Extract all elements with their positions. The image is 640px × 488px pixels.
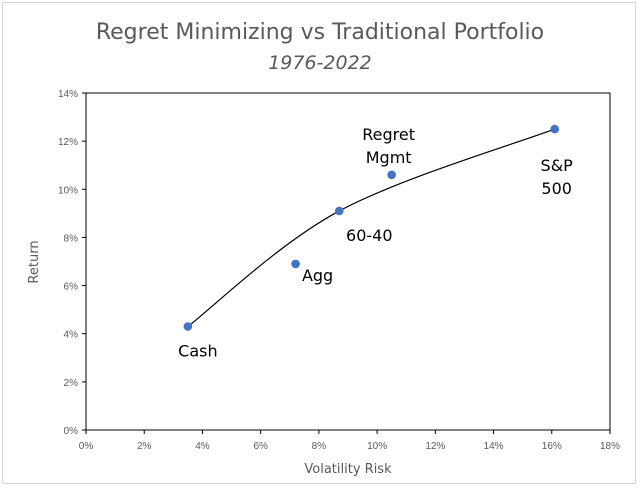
data-point (387, 170, 396, 180)
data-point (550, 124, 559, 134)
x-tick-label: 2% (137, 441, 152, 452)
x-axis-ticks: 0% 2% 4% 6% 8% 10% 12% 14% 16% 18% (79, 430, 620, 452)
x-tick-label: 18% (600, 441, 620, 452)
x-tick-label: 14% (484, 441, 504, 452)
y-tick-label: 14% (58, 89, 78, 100)
point-label: Regret Mgmt (362, 125, 415, 167)
y-tick-label: 12% (58, 137, 78, 148)
point-label: 60-40 (346, 226, 393, 245)
y-tick-label: 2% (64, 378, 79, 389)
y-axis-title: Return (27, 240, 42, 283)
x-tick-label: 12% (425, 441, 445, 452)
chart-frame (2, 2, 636, 484)
y-tick-label: 0% (64, 426, 79, 437)
point-label: Agg (302, 266, 333, 285)
data-point (291, 259, 300, 269)
data-points (183, 124, 559, 331)
y-tick-label: 4% (64, 330, 79, 341)
x-axis-title: Volatility Risk (304, 462, 392, 477)
y-tick-label: 8% (64, 233, 79, 244)
x-tick-label: 4% (195, 441, 210, 452)
x-tick-label: 16% (542, 441, 562, 452)
point-label: Cash (178, 341, 217, 360)
plot-border (85, 92, 611, 431)
point-labels: Cash Agg 60-40 Regret Mgmt S&P 500 (178, 125, 573, 361)
point-label: S&P 500 (541, 156, 574, 198)
y-axis-ticks: 0% 2% 4% 6% 8% 10% 12% 14% (58, 89, 86, 437)
data-point (334, 206, 344, 216)
chart-subtitle: 1976-2022 (268, 52, 372, 74)
plot-area (85, 92, 611, 431)
chart-title: Regret Minimizing vs Traditional Portfol… (95, 20, 545, 45)
data-point (183, 322, 193, 331)
x-tick-label: 0% (79, 441, 94, 452)
y-tick-label: 6% (64, 282, 79, 293)
x-tick-label: 10% (367, 441, 387, 452)
x-tick-label: 8% (312, 441, 327, 452)
x-tick-label: 6% (253, 441, 268, 452)
y-tick-label: 10% (58, 185, 78, 196)
